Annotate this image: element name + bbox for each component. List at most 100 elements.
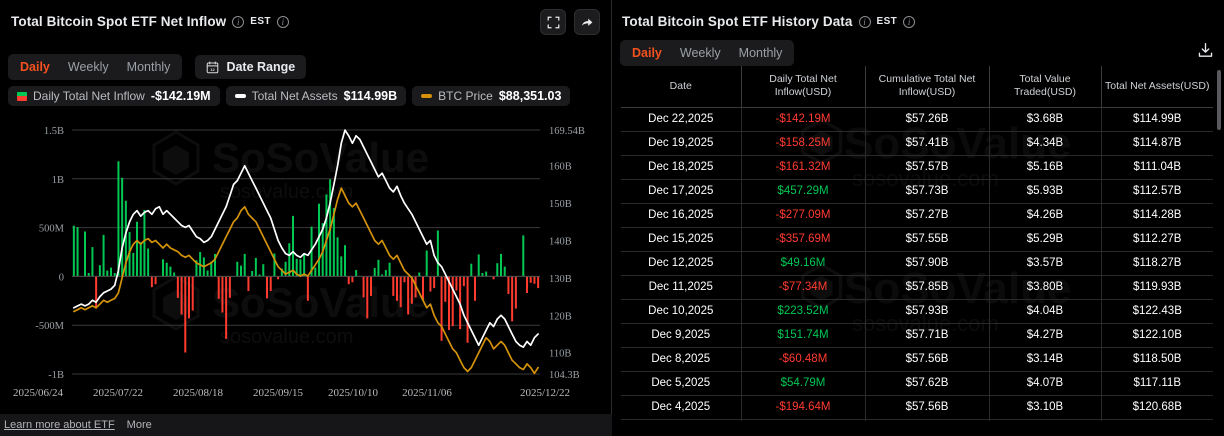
cell-cumulative-net-inflow: $57.26B — [864, 107, 989, 132]
legend-item-btc-price[interactable]: BTC Price $88,351.03 — [412, 86, 571, 106]
cell-total-value-traded: $4.07B — [988, 371, 1101, 396]
table-controls: Daily Weekly Monthly — [620, 40, 795, 66]
cell-cumulative-net-inflow: $57.56B — [864, 395, 989, 420]
cell-cumulative-net-inflow: $57.71B — [864, 323, 989, 348]
column-header-daily-net-inflow[interactable]: Daily Total Net Inflow(USD) — [740, 66, 866, 108]
cell-cumulative-net-inflow: $57.73B — [864, 179, 989, 204]
share-icon — [581, 18, 593, 26]
svg-text:160B: 160B — [549, 162, 572, 173]
table-tab-weekly[interactable]: Weekly — [679, 46, 721, 60]
cell-date: Dec 4,2025 — [621, 395, 741, 420]
chart-legend: Daily Total Net Inflow -$142.19M Total N… — [8, 86, 571, 106]
table-row[interactable]: Dec 5,2025 $54.79M $57.62B $4.07B $117.11B — [621, 371, 1213, 396]
learn-more-link[interactable]: Learn more about ETF — [4, 419, 115, 431]
table-tab-daily[interactable]: Daily — [632, 46, 662, 60]
cell-total-net-assets: $112.27B — [1100, 227, 1213, 252]
cell-daily-net-inflow: -$60.48M — [740, 347, 865, 372]
svg-text:0: 0 — [59, 272, 64, 283]
cell-total-net-assets: $122.43B — [1100, 299, 1213, 324]
svg-text:169.54B: 169.54B — [549, 126, 585, 137]
cell-total-net-assets: $122.10B — [1100, 323, 1213, 348]
fullscreen-button[interactable] — [540, 9, 566, 35]
table-row[interactable]: Dec 12,2025 $49.16M $57.90B $3.57B $118.27B — [621, 251, 1213, 276]
legend-item-total-net-assets[interactable]: Total Net Assets $114.99B — [225, 86, 407, 106]
cell-daily-net-inflow: -$161.32M — [740, 155, 865, 180]
info-icon[interactable]: i — [232, 15, 245, 28]
cell-total-net-assets: $114.87B — [1100, 131, 1213, 156]
table-row[interactable]: Dec 15,2025 -$357.69M $57.55B $5.29B $112.27… — [621, 227, 1213, 252]
cell-total-value-traded: $5.93B — [988, 179, 1101, 204]
table-period-tabs: Daily Weekly Monthly — [620, 40, 795, 66]
cell-date: Dec 16,2025 — [621, 203, 741, 228]
svg-text:110B: 110B — [549, 349, 571, 360]
table-row[interactable]: Dec 9,2025 $151.74M $57.71B $4.27B $122.10B — [621, 323, 1213, 348]
table-row[interactable]: Dec 10,2025 $223.52M $57.93B $4.04B $122.43B — [621, 299, 1213, 324]
svg-text:2025/12/22: 2025/12/22 — [520, 387, 570, 399]
legend-label-daily-net-inflow: Daily Total Net Inflow — [33, 89, 145, 103]
table-row[interactable]: Dec 19,2025 -$158.25M $57.41B $4.34B $114.87… — [621, 131, 1213, 156]
table-row[interactable]: Dec 17,2025 $457.29M $57.73B $5.93B $112.57B — [621, 179, 1213, 204]
cell-cumulative-net-inflow: $57.85B — [864, 275, 989, 300]
chart-area[interactable]: SoSoValue sosovalue.com SoSoValue sosovalue… — [0, 112, 612, 412]
table-row[interactable]: Dec 18,2025 -$161.32M $57.57B $5.16B $111.04… — [621, 155, 1213, 180]
cell-total-value-traded: $4.27B — [988, 323, 1101, 348]
legend-item-daily-net-inflow[interactable]: Daily Total Net Inflow -$142.19M — [8, 86, 220, 106]
cell-daily-net-inflow: -$14.90M — [740, 419, 865, 421]
net-inflow-chart-svg: SoSoValuesosovalue.comSoSoValuesosovalue… — [13, 126, 585, 399]
svg-text:500M: 500M — [39, 224, 65, 235]
tab-monthly[interactable]: Monthly — [126, 60, 171, 74]
table-tab-monthly[interactable]: Monthly — [738, 46, 783, 60]
svg-text:-500M: -500M — [35, 321, 64, 332]
column-header-date[interactable]: Date — [621, 66, 742, 108]
svg-text:104.3B: 104.3B — [549, 370, 580, 381]
cell-cumulative-net-inflow: $57.27B — [864, 203, 989, 228]
svg-text:2025/10/10: 2025/10/10 — [328, 387, 379, 399]
share-button[interactable] — [574, 9, 600, 35]
cell-date: Dec 22,2025 — [621, 107, 741, 132]
svg-text:140B: 140B — [549, 236, 572, 247]
download-button[interactable] — [1197, 42, 1214, 64]
cell-cumulative-net-inflow: $57.41B — [864, 131, 989, 156]
cell-daily-net-inflow: -$194.64M — [740, 395, 865, 420]
table-scrollbar[interactable] — [1217, 70, 1221, 130]
table-row[interactable]: Dec 16,2025 -$277.09M $57.27B $4.26B $114.28… — [621, 203, 1213, 228]
cell-total-net-assets: $111.04B — [1100, 155, 1213, 180]
legend-swatch-white-icon — [234, 94, 246, 98]
download-icon — [1198, 43, 1213, 57]
cell-date: Dec 11,2025 — [621, 275, 741, 300]
column-header-total-net-assets[interactable]: Total Net Assets(USD) — [1100, 66, 1213, 108]
cell-date: Dec 3,2025 — [621, 419, 741, 421]
table-row[interactable]: Dec 4,2025 -$194.64M $57.56B $3.10B $120.68B — [621, 395, 1213, 420]
cell-cumulative-net-inflow: $57.62B — [864, 371, 989, 396]
tab-daily[interactable]: Daily — [20, 60, 50, 74]
cell-total-value-traded: $4.22B — [988, 419, 1101, 421]
date-range-button[interactable]: 12 Date Range — [195, 55, 307, 79]
column-header-total-value-traded[interactable]: Total Value Traded(USD) — [988, 66, 1102, 108]
table-timezone-label: EST — [876, 16, 898, 27]
timezone-info-icon[interactable]: i — [276, 15, 289, 28]
more-link[interactable]: More — [126, 419, 152, 431]
svg-text:2025/08/18: 2025/08/18 — [173, 387, 224, 399]
cell-total-net-assets: $118.50B — [1100, 347, 1213, 372]
svg-text:2025/09/15: 2025/09/15 — [253, 387, 304, 399]
column-header-cumulative-net-inflow[interactable]: Cumulative Total Net Inflow(USD) — [864, 66, 990, 108]
table-row[interactable]: Dec 11,2025 -$77.34M $57.85B $3.80B $119.93B — [621, 275, 1213, 300]
table-timezone-info-icon[interactable]: i — [903, 15, 916, 28]
svg-text:sosovalue.com: sosovalue.com — [220, 181, 353, 203]
net-inflow-chart-panel: Total Bitcoin Spot ETF Net Inflow i EST … — [0, 0, 612, 436]
legend-swatch-split-icon — [17, 91, 27, 101]
cell-date: Dec 18,2025 — [621, 155, 741, 180]
table-row[interactable]: Dec 3,2025-$14.90M$57.76B$4.22B$121.96B — [621, 419, 1213, 421]
cell-date: Dec 8,2025 — [621, 347, 741, 372]
cell-date: Dec 19,2025 — [621, 131, 741, 156]
table-row[interactable]: Dec 22,2025 -$142.19M $57.26B $3.68B $114.99… — [621, 107, 1213, 132]
history-table-container[interactable]: Date Daily Total Net Inflow(USD) Cumulat… — [621, 66, 1215, 421]
cell-total-value-traded: $4.34B — [988, 131, 1101, 156]
cell-date: Dec 5,2025 — [621, 371, 741, 396]
cell-date: Dec 17,2025 — [621, 179, 741, 204]
table-row[interactable]: Dec 8,2025 -$60.48M $57.56B $3.14B $118.50B — [621, 347, 1213, 372]
tab-weekly[interactable]: Weekly — [67, 60, 109, 74]
svg-text:120B: 120B — [549, 311, 572, 322]
table-info-icon[interactable]: i — [858, 15, 871, 28]
